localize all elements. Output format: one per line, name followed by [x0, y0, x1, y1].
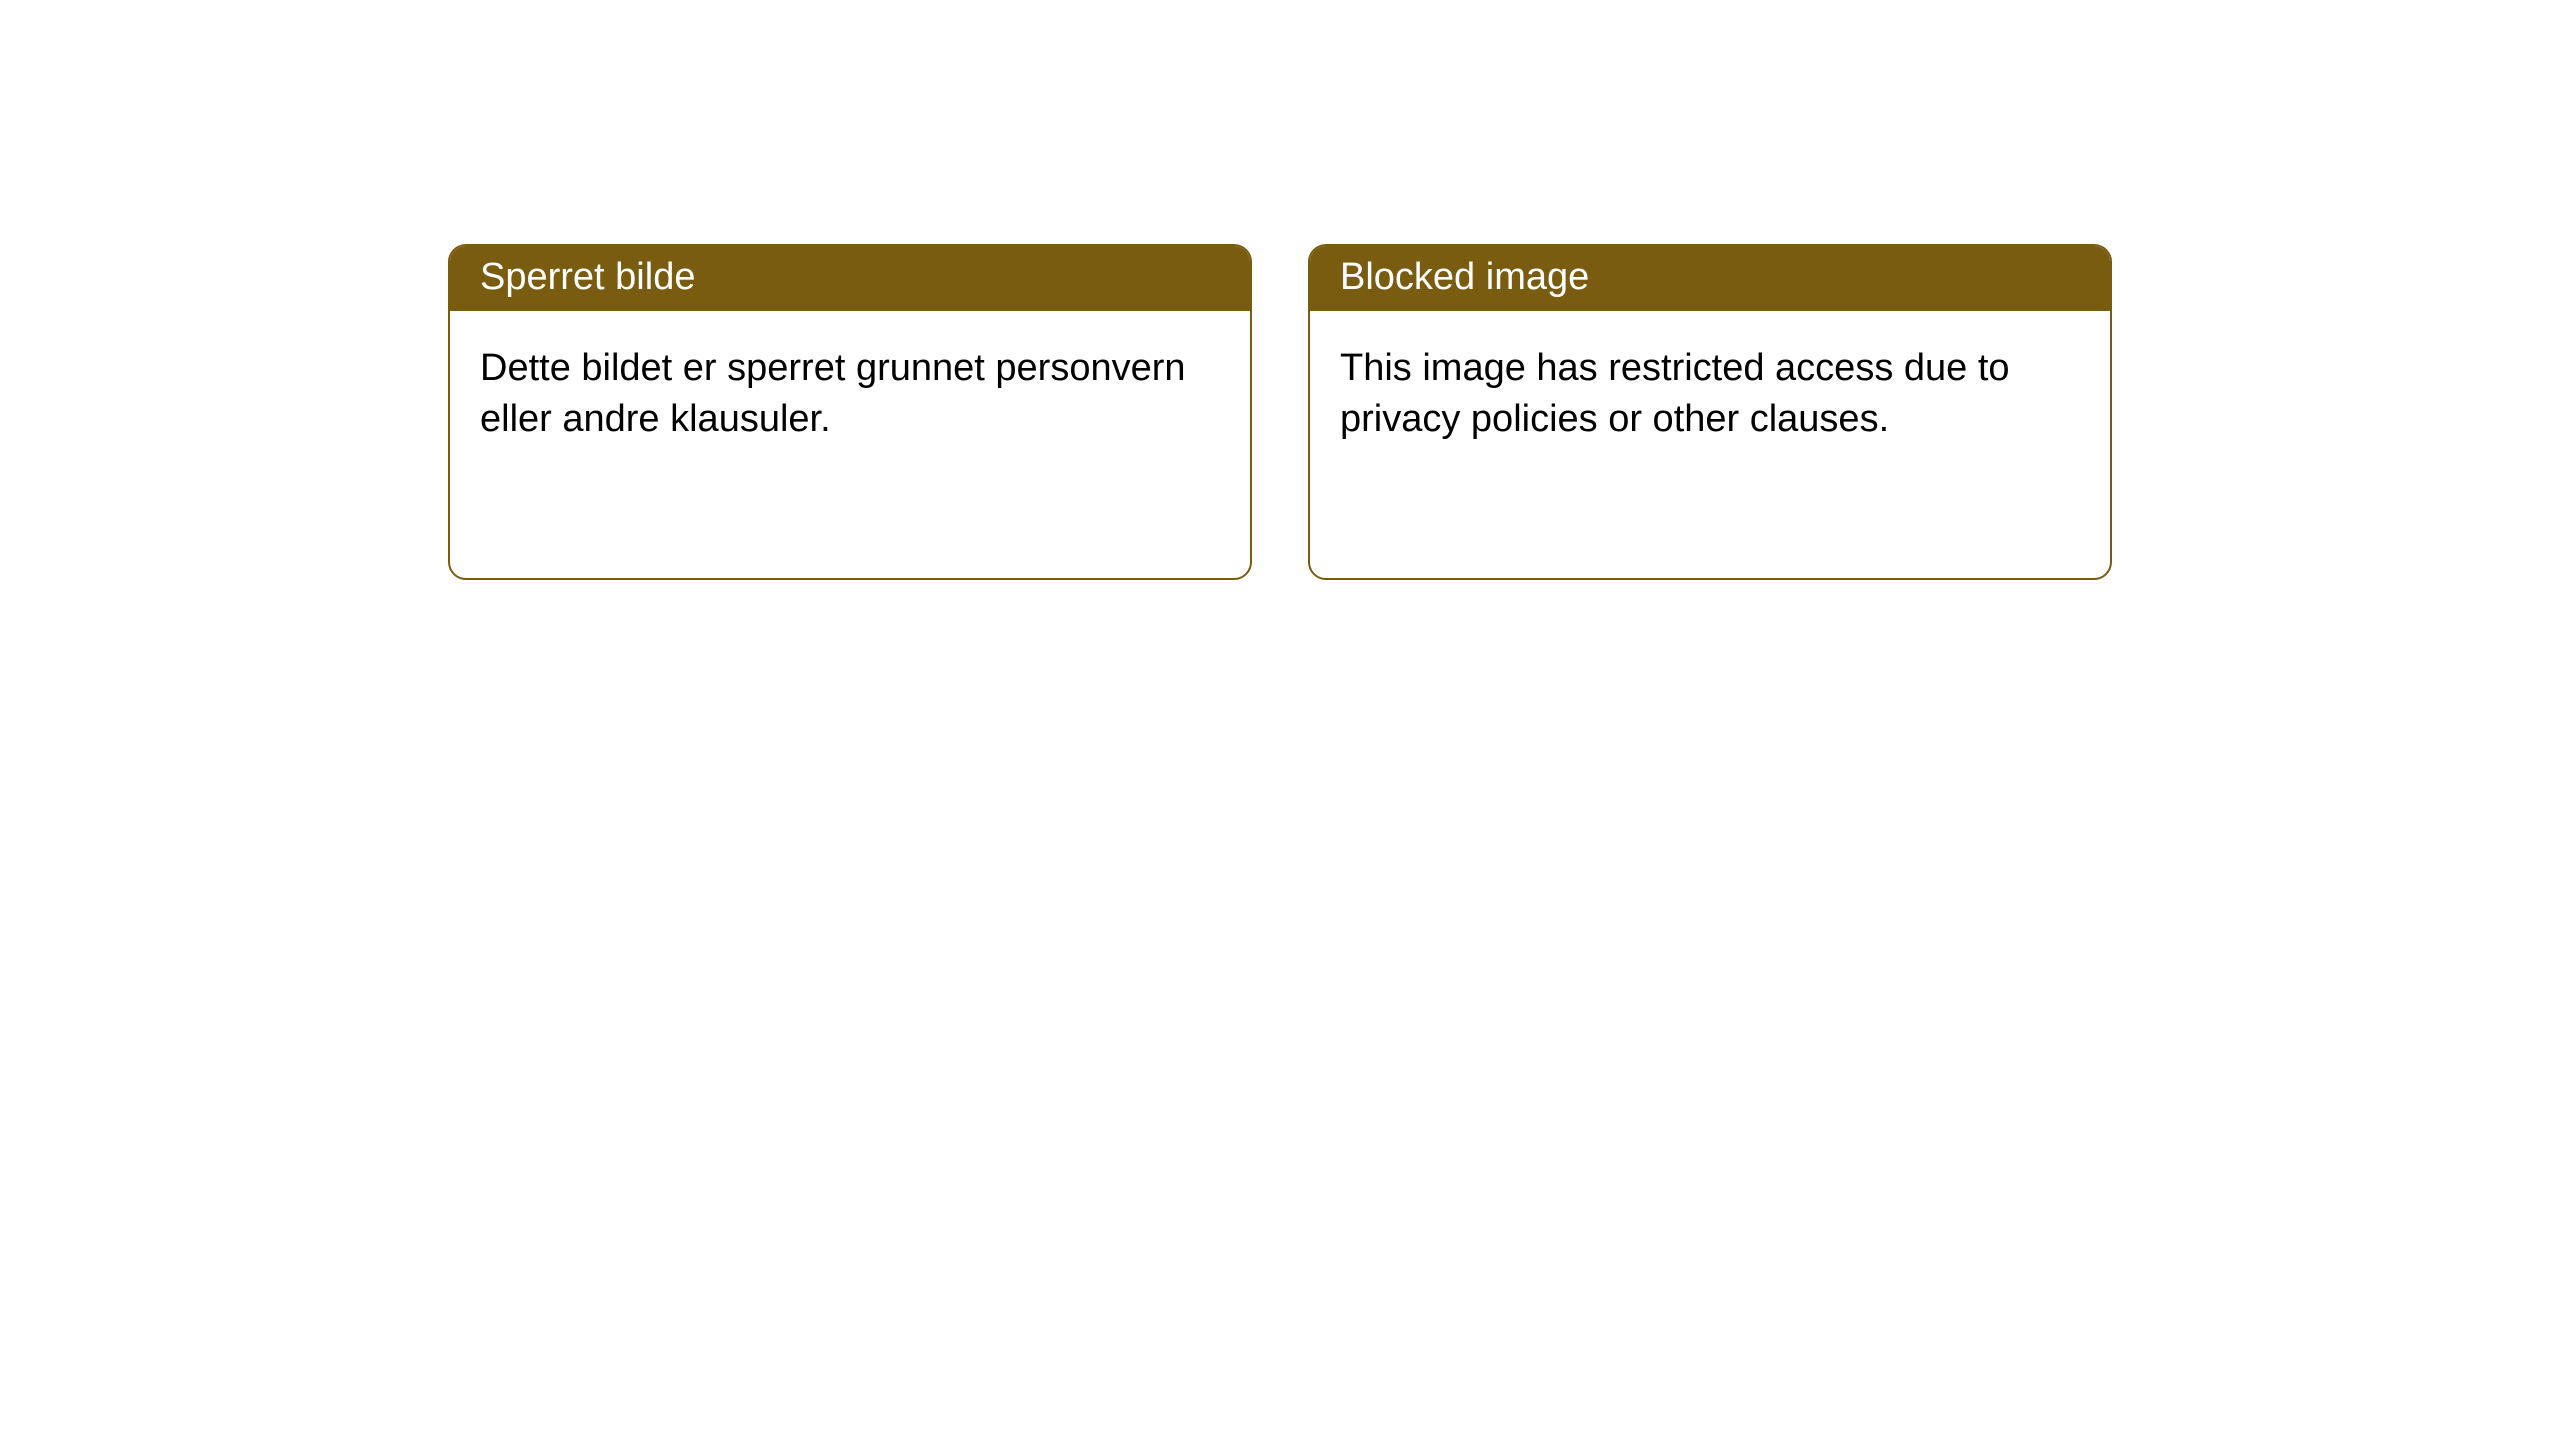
- card-header: Blocked image: [1310, 246, 2110, 311]
- card-body-text: This image has restricted access due to …: [1340, 347, 2010, 440]
- card-body: This image has restricted access due to …: [1310, 311, 2110, 478]
- cards-container: Sperret bilde Dette bildet er sperret gr…: [0, 0, 2560, 580]
- card-title: Sperret bilde: [480, 256, 695, 298]
- notice-card-english: Blocked image This image has restricted …: [1308, 244, 2112, 580]
- card-title: Blocked image: [1340, 256, 1589, 298]
- card-body: Dette bildet er sperret grunnet personve…: [450, 311, 1250, 478]
- card-header: Sperret bilde: [450, 246, 1250, 311]
- card-body-text: Dette bildet er sperret grunnet personve…: [480, 347, 1186, 440]
- notice-card-norwegian: Sperret bilde Dette bildet er sperret gr…: [448, 244, 1252, 580]
